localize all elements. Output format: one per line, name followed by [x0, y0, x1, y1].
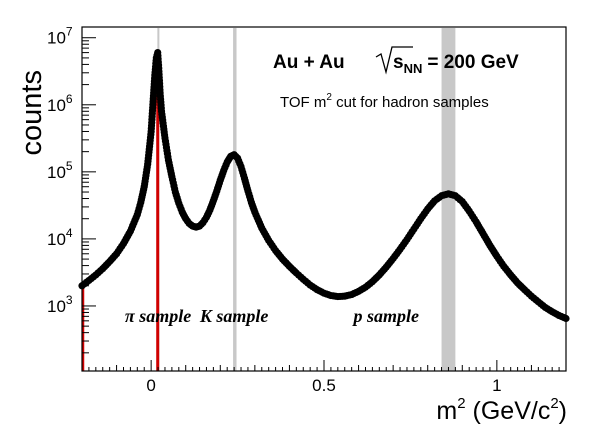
sample-band-1: [233, 28, 237, 371]
y-tick-label: 107: [47, 25, 73, 48]
sample-labels: π sample K sample p sample: [125, 306, 419, 326]
collision-system-label: Au + Au: [273, 52, 345, 73]
sample-label-2: p sample: [351, 306, 419, 326]
y-tick-label: 105: [47, 159, 73, 182]
energy-variable: sNN = 200 GeV: [393, 52, 519, 76]
y-axis-ticks: 103 104 105 106 107: [47, 25, 96, 354]
data-points: [78, 49, 570, 323]
sample-label-0: π sample: [125, 306, 191, 326]
energy-label: sNN = 200 GeV: [375, 46, 519, 76]
sample-band-2: [441, 28, 456, 371]
y-tick-label: 106: [47, 92, 73, 115]
y-tick-label: 103: [47, 293, 73, 316]
sqrt-sign: [375, 46, 413, 75]
sample-label-1: K sample: [199, 306, 269, 326]
x-tick-label: 0.5: [312, 376, 336, 395]
x-tick-label: 0: [146, 376, 155, 395]
y-tick-label: 104: [47, 226, 73, 249]
x-axis-title: m2 (GeV/c2): [436, 395, 567, 425]
subtitle: TOF m2 cut for hadron samples: [280, 92, 489, 111]
x-tick-label: 1: [492, 376, 501, 395]
y-axis-title: counts: [16, 70, 48, 155]
x-axis-ticks: 0 0.5 1: [81, 360, 567, 395]
